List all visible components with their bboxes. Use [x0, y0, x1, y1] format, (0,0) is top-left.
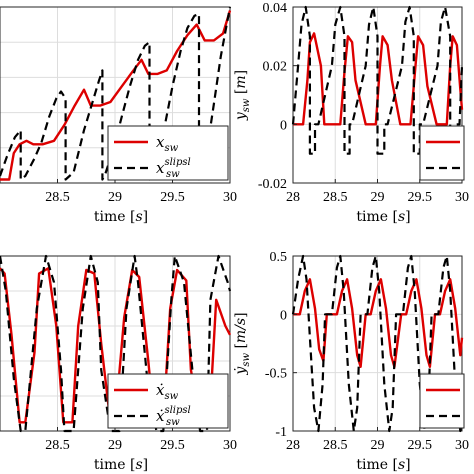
y-axis-label-unit: m	[233, 75, 249, 88]
x-axis-label: time [s]	[94, 209, 148, 225]
x-axis-label-bracket: ]	[143, 209, 148, 225]
x-axis-label-unit: s	[135, 457, 142, 473]
x-tick-label: 29	[108, 190, 122, 205]
x-axis-label-unit: s	[135, 209, 142, 225]
x-tick-label: 28.5	[45, 190, 70, 205]
x-tick-label: 30	[223, 190, 237, 205]
x-tick-label: 28	[286, 190, 300, 205]
x-axis-label-bracket: ]	[405, 457, 410, 473]
y-axis-label: ysw [m]	[233, 70, 252, 121]
legend-label-subscript: sw	[164, 391, 178, 402]
x-tick-label: 29.5	[408, 190, 433, 205]
legend-label: xsw	[156, 133, 179, 154]
x-axis-label: time [s]	[356, 209, 410, 225]
legend-box	[419, 373, 465, 429]
y-axis-label-subscript: sw	[241, 98, 252, 112]
y-tick-label: -0.5	[265, 367, 287, 382]
x-axis-label: time [s]	[94, 457, 148, 473]
y-tick-label: 0.04	[263, 1, 288, 16]
x-axis-label-word: time [	[356, 457, 398, 473]
legend-label-superscript: slipsl	[164, 157, 190, 168]
x-tick-label: 29.5	[408, 438, 433, 453]
x-axis-label-word: time [	[94, 457, 136, 473]
x-axis-label-unit: s	[398, 457, 405, 473]
y-tick-label: 0	[280, 118, 287, 133]
legend-label-symbol: ẋ	[156, 407, 165, 425]
x-axis-label-word: time [	[94, 209, 136, 225]
legend-box	[419, 125, 465, 181]
legend-label-symbol: ẋ	[156, 381, 165, 399]
legend-label-subscript: sw	[166, 417, 180, 428]
x-tick-label: 30	[455, 190, 469, 205]
x-tick-label: 30	[223, 438, 237, 453]
y-axis-label-unit-close: ]	[233, 70, 249, 75]
x-axis-label: time [s]	[356, 457, 410, 473]
y-tick-label: 0.02	[263, 60, 288, 75]
x-tick-label: 28.5	[323, 438, 348, 453]
legend-label-symbol: x	[156, 133, 165, 151]
y-axis-label-unit-open: [	[233, 343, 249, 353]
legend-box	[107, 125, 229, 181]
x-axis-label-bracket: ]	[143, 457, 148, 473]
x-tick-label: 28.5	[45, 438, 70, 453]
y-tick-label: 0	[280, 308, 287, 323]
x-tick-label: 30	[455, 438, 469, 453]
x-axis-label-word: time [	[356, 209, 398, 225]
y-axis-label-symbol: y	[233, 111, 249, 121]
x-tick-label: 29.5	[160, 438, 185, 453]
y-tick-label: 0.5	[270, 250, 288, 265]
x-axis-label-bracket: ]	[405, 209, 410, 225]
y-tick-label: -0.02	[258, 177, 287, 192]
legend-label-superscript: slipsl	[164, 405, 190, 416]
legend-label-symbol: x	[156, 159, 165, 177]
x-tick-label: 29	[371, 438, 385, 453]
legend-label: ẋsw	[156, 381, 179, 402]
y-axis-label-symbol: ẏ	[233, 366, 249, 376]
x-tick-label: 28	[286, 438, 300, 453]
y-tick-label: -1	[275, 425, 287, 440]
series-line-solid-red	[293, 32, 464, 126]
x-tick-label: 29	[371, 190, 385, 205]
legend-label: ẋslipsl sw	[156, 405, 191, 428]
x-axis-label-unit: s	[398, 209, 405, 225]
y-axis-label-unit-close: ]	[233, 312, 249, 317]
series-line-dashed-black	[291, 254, 464, 433]
x-tick-label: 28.5	[323, 190, 348, 205]
legend-label-subscript: sw	[164, 143, 178, 154]
y-axis-label-unit-open: [	[233, 89, 249, 99]
y-axis-label-subscript: sw	[241, 353, 252, 367]
legend-box	[107, 373, 229, 429]
y-axis-label-unit: m/s	[233, 318, 249, 343]
series-line-solid-red	[0, 10, 232, 181]
x-tick-label: 29	[108, 438, 122, 453]
y-axis-label: ẏsw [m/s]	[233, 312, 252, 375]
legend-label: xslipsl sw	[156, 157, 191, 180]
x-tick-label: 29.5	[160, 190, 185, 205]
legend-label-subscript: sw	[166, 169, 180, 180]
